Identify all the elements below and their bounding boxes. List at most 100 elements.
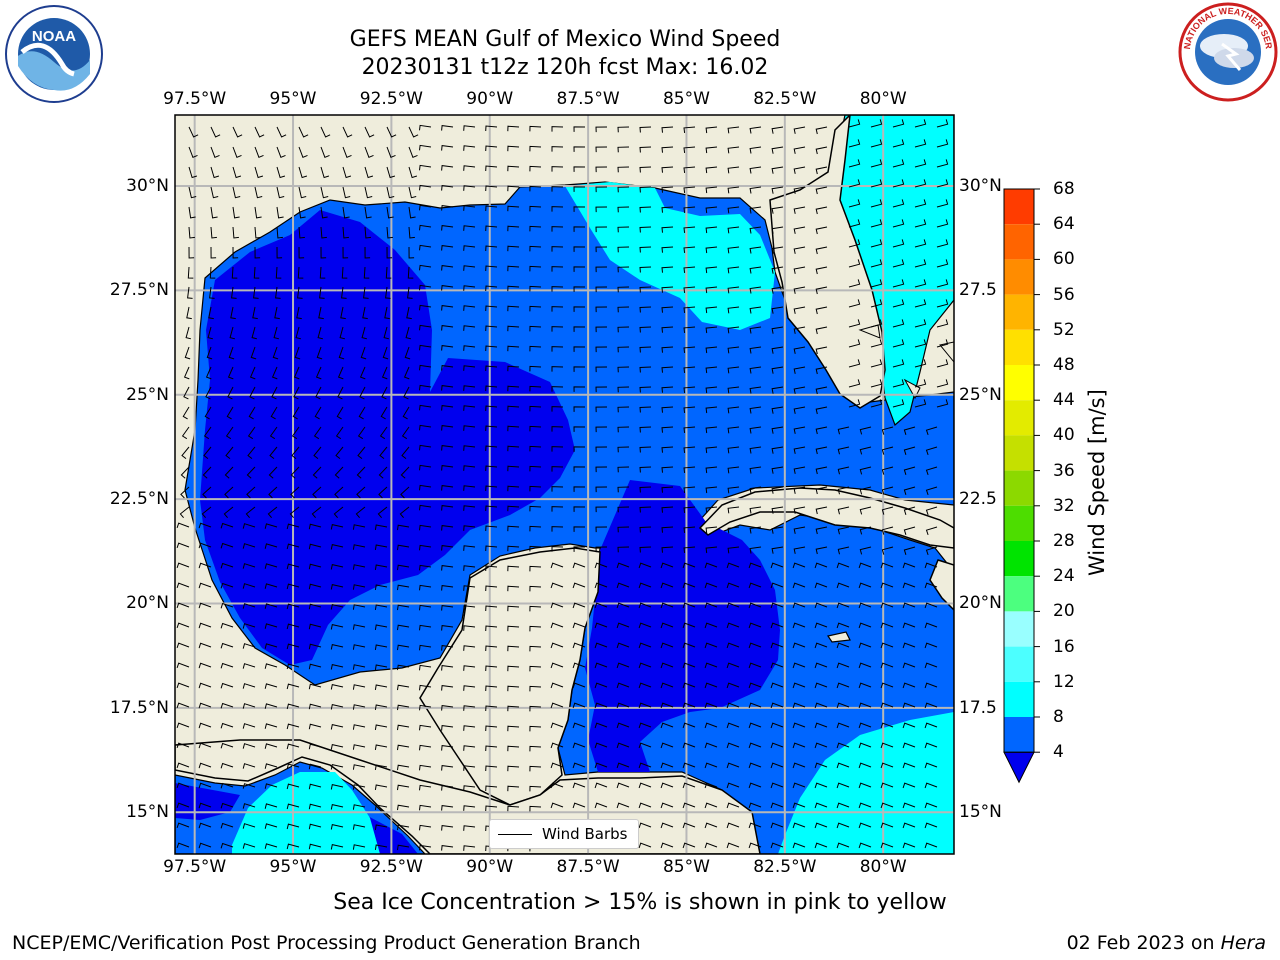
wind-barb [529, 765, 542, 772]
wind-barb [308, 663, 322, 670]
wind-barb [749, 526, 762, 534]
wind-barb [870, 299, 883, 308]
colorbar-segment [1004, 400, 1034, 436]
wind-barb [749, 506, 762, 514]
wind-barb [529, 805, 542, 812]
wind-barb [771, 306, 784, 314]
wind-barb [573, 546, 586, 552]
wind-barb [595, 466, 608, 473]
wind-barb [814, 802, 828, 809]
wind-barb [638, 802, 652, 809]
wind-barb [529, 325, 542, 332]
wind-barb [264, 523, 278, 529]
wind-barb [463, 665, 476, 671]
wind-barb [272, 346, 279, 360]
wind-barb [727, 546, 740, 554]
wind-barb [638, 622, 652, 629]
wind-barb [232, 186, 241, 199]
wind-barb [616, 762, 630, 769]
wind-barb [749, 426, 762, 434]
wind-barb [771, 446, 784, 454]
nws-logo: NATIONAL WEATHER SERVICE [1178, 2, 1278, 102]
wind-barb [276, 186, 285, 199]
wind-barb [836, 602, 850, 609]
wind-barb [793, 146, 806, 154]
wind-barb [441, 645, 454, 651]
wind-barb [176, 722, 190, 729]
wind-barb [595, 286, 608, 293]
colorbar-segment [1004, 189, 1034, 225]
wind-barb [639, 426, 652, 433]
colorbar-tick-label: 56 [1053, 284, 1075, 305]
wind-barb [286, 683, 300, 690]
wind-barb [870, 119, 883, 128]
wind-barb [771, 366, 784, 374]
wind-barb [858, 722, 872, 729]
wind-barb [441, 305, 454, 311]
colorbar-segment [1004, 224, 1034, 260]
wind-barb [858, 702, 872, 709]
wind-barb [903, 446, 916, 455]
wind-barb [924, 582, 938, 589]
wind-barb [727, 466, 740, 474]
wind-barb [419, 504, 432, 511]
wind-barb [401, 446, 410, 459]
wind-barb [507, 585, 520, 592]
wind-barb [419, 584, 432, 591]
wind-barb [463, 705, 476, 711]
map-subtitle: 20230131 t12z 120h fcst Max: 16.02 [361, 55, 769, 80]
wind-barb [771, 126, 784, 134]
wind-barb [336, 406, 344, 420]
wind-barb [419, 444, 432, 451]
wind-barb [771, 186, 784, 194]
wind-barb [352, 644, 366, 650]
wind-barb [792, 622, 806, 629]
wind-barb [639, 206, 652, 213]
wind-barb [704, 842, 718, 849]
wind-barb [594, 642, 608, 649]
wind-barb [463, 785, 476, 791]
wind-barb [242, 663, 256, 669]
wind-barb [247, 426, 256, 440]
wind-barb [595, 206, 608, 213]
wind-barb [507, 465, 520, 472]
wind-barb [385, 286, 391, 299]
wind-barb [880, 762, 894, 769]
wind-barb [914, 319, 927, 328]
wind-barb [572, 742, 586, 749]
wind-barb [936, 159, 949, 168]
wind-barb [814, 702, 828, 709]
wind-barb [529, 505, 542, 512]
wind-barb [902, 602, 916, 609]
wind-barb [638, 602, 652, 609]
wind-barb [924, 642, 938, 649]
wind-barb [595, 386, 608, 393]
wind-barb [639, 166, 652, 173]
colorbar-tick-label: 12 [1053, 671, 1075, 692]
wind-barb [661, 526, 674, 533]
wind-barb [352, 604, 366, 610]
wind-barb [573, 466, 586, 472]
wind-barb [198, 662, 212, 669]
wind-barb [176, 622, 190, 629]
wind-barb [210, 146, 220, 158]
wind-barb [661, 186, 674, 193]
wind-barb [748, 802, 762, 809]
wind-barb [485, 605, 498, 612]
wind-barb [914, 239, 927, 248]
wind-barb [507, 665, 520, 672]
wind-barb [704, 602, 718, 609]
wind-barb [507, 505, 520, 512]
wind-barb [485, 225, 498, 232]
wind-barb [836, 582, 850, 589]
wind-barb [661, 206, 674, 213]
wind-barb [550, 642, 564, 649]
wind-barb [386, 186, 395, 199]
wind-barb [485, 685, 498, 692]
wind-barb [408, 126, 419, 138]
wind-barb [320, 226, 327, 239]
wind-barb [639, 486, 652, 493]
wind-barb [815, 206, 828, 215]
colorbar-title: Wind Speed [m/s] [1085, 389, 1109, 576]
wind-barb [881, 466, 894, 475]
